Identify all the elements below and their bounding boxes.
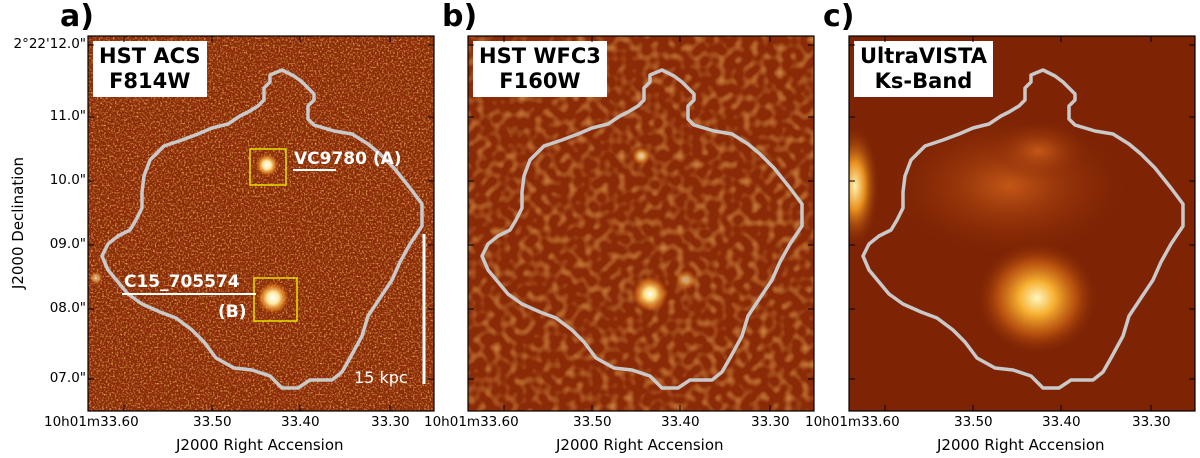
x-tick-label: 33.40	[1042, 414, 1081, 430]
panel-a-letter: a)	[60, 0, 94, 34]
y-tick-label: 08.0"	[49, 300, 86, 316]
panel-c-label-line1: UltraVISTA	[860, 44, 987, 68]
y-tick-label: 2°22'12.0"	[13, 36, 87, 52]
y-axis-title: J2000 Declination	[9, 156, 27, 290]
scale-bar-label: 15 kpc	[354, 368, 408, 387]
source-a-blob	[631, 146, 651, 166]
panel-b-letter: b)	[442, 0, 478, 34]
companion-blob	[675, 269, 697, 291]
edge-source	[89, 271, 103, 285]
source-b-name: C15_705574	[124, 272, 240, 292]
y-tick-label: 09.0"	[49, 236, 86, 252]
panel-a-image: HST ACS F814W VC9780 (A) C15_705574 (B) …	[88, 36, 434, 411]
source-b-blob	[977, 242, 1097, 354]
panel-c-image: UltraVISTA Ks-Band	[831, 36, 1195, 411]
y-tick-label: 07.0"	[49, 370, 86, 386]
x-tick-label: 33.40	[281, 414, 320, 430]
source-a-name: VC9780	[294, 149, 367, 169]
panel-b-label-line2: F160W	[499, 69, 581, 93]
x-tick-label: 33.30	[751, 414, 790, 430]
x-tick-label: 33.30	[371, 414, 410, 430]
panel-b-image: HST WFC3 F160W	[468, 36, 814, 411]
source-a-label: VC9780 (A)	[294, 149, 402, 169]
x-tick-label: 33.50	[573, 414, 612, 430]
x-tick-label: 33.30	[1132, 414, 1171, 430]
panel-b-label: HST WFC3 F160W	[473, 41, 607, 97]
x-axis-title-c: J2000 Right Accension	[937, 436, 1105, 454]
panel-c-letter: c)	[823, 0, 855, 34]
x-tick-label: 33.50	[954, 414, 993, 430]
source-b-tag: (B)	[218, 302, 247, 322]
x-axis-title-b: J2000 Right Accension	[556, 436, 724, 454]
panel-b-label-line1: HST WFC3	[479, 44, 601, 68]
x-tick-label: 10h01m33.60	[805, 414, 900, 430]
panel-c-label-line2: Ks-Band	[874, 69, 973, 93]
y-tick-label: 11.0"	[49, 108, 86, 124]
x-tick-label: 33.40	[661, 414, 700, 430]
panel-a-label-line1: HST ACS	[99, 44, 201, 68]
diffuse-emission-north	[989, 121, 1089, 181]
y-tick-label: 10.0"	[49, 172, 86, 188]
x-tick-label: 10h01m33.60	[44, 414, 139, 430]
panel-a-label: HST ACS F814W	[93, 41, 207, 97]
x-tick-label: 33.50	[193, 414, 232, 430]
source-a-tag: (A)	[372, 149, 402, 169]
x-tick-label: 10h01m33.60	[424, 414, 519, 430]
source-b-blob	[631, 275, 669, 313]
panel-c-label: UltraVISTA Ks-Band	[854, 41, 993, 97]
source-b-blob	[256, 281, 290, 315]
x-axis-title-a: J2000 Right Accension	[176, 436, 344, 454]
panel-a-label-line2: F814W	[109, 69, 191, 93]
source-a-blob	[255, 153, 279, 177]
